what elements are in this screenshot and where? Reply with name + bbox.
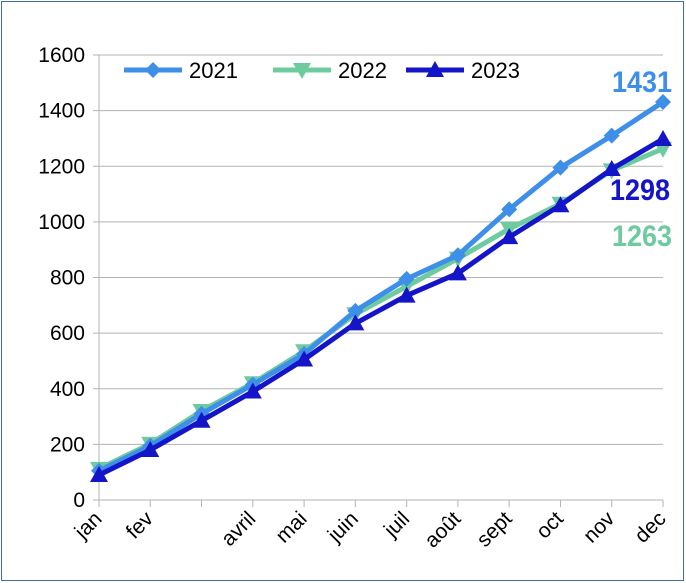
end-label-2023: 1298 — [610, 174, 670, 207]
x-tick-label-dec: dec — [630, 507, 670, 547]
x-tick-labels: jan fev avril mai juin juil août sept oct nov dec — [70, 507, 671, 553]
x-tick-label-mai: mai — [271, 507, 311, 547]
point-2023-3 — [243, 382, 262, 399]
point-2023-0 — [90, 465, 108, 482]
series-line-2021 — [97, 99, 665, 474]
end-labels: 1431 1298 1263 — [610, 66, 672, 253]
end-label-2022: 1263 — [612, 220, 672, 253]
y-tick-label-600: 600 — [50, 322, 85, 345]
legend-marker-2023 — [426, 61, 444, 77]
point-2021-9 — [552, 159, 569, 176]
x-tick-label-juil: juil — [379, 507, 414, 542]
y-tick-label-200: 200 — [50, 433, 85, 456]
y-tick-labels: 0 200 400 600 800 1000 1200 1400 1600 — [38, 44, 85, 512]
x-tick-label-juin: juin — [323, 507, 363, 547]
series-2021 — [91, 94, 671, 479]
x-tick-label-nov: nov — [579, 507, 620, 548]
legend-item-2023: 2023 — [406, 58, 520, 83]
point-2023-5 — [346, 314, 365, 331]
series-2023 — [90, 129, 672, 482]
grid-lines — [99, 54, 663, 445]
point-2021-7 — [449, 247, 466, 264]
legend-item-2022: 2022 — [273, 58, 387, 83]
x-tick-label-jan: jan — [70, 507, 107, 544]
point-2023-8 — [500, 228, 519, 245]
point-2023-11 — [654, 129, 672, 146]
axes — [93, 54, 664, 507]
x-tick-label-fev: fev — [122, 507, 158, 543]
point-2021-5 — [347, 302, 364, 319]
y-tick-label-800: 800 — [50, 267, 85, 290]
point-2021-10 — [603, 127, 620, 144]
legend-label-2023: 2023 — [471, 58, 520, 83]
legend-marker-2022 — [293, 63, 311, 79]
legend-label-2022: 2022 — [338, 58, 387, 83]
legend-item-2021: 2021 — [124, 58, 238, 83]
point-2023-7 — [448, 264, 467, 281]
x-tick-label-sept: sept — [472, 507, 516, 551]
point-2021-8 — [501, 201, 518, 218]
point-2023-10 — [602, 160, 621, 177]
point-2023-4 — [295, 350, 314, 367]
point-2021-6 — [398, 270, 415, 287]
y-tick-label-0: 0 — [73, 489, 85, 512]
y-tick-label-1200: 1200 — [38, 155, 85, 178]
y-tick-label-1600: 1600 — [38, 44, 85, 67]
point-2023-9 — [551, 196, 570, 213]
x-tick-label-août: août — [420, 507, 465, 552]
y-tick-label-400: 400 — [50, 378, 85, 401]
end-label-2021: 1431 — [612, 66, 672, 99]
y-tick-label-1000: 1000 — [38, 211, 85, 234]
point-2023-1 — [141, 440, 160, 457]
point-2021-11 — [655, 94, 671, 111]
legend-label-2021: 2021 — [189, 58, 238, 83]
legend-marker-2021 — [145, 62, 161, 78]
point-2023-6 — [397, 286, 416, 303]
point-2023-2 — [192, 411, 211, 428]
series-line-2023 — [97, 136, 665, 478]
x-tick-label-avril: avril — [217, 507, 260, 550]
x-tick-label-oct: oct — [532, 507, 568, 543]
y-tick-label-1400: 1400 — [38, 100, 85, 123]
series-layer — [90, 94, 672, 482]
legend: 2021 2022 2023 — [124, 58, 520, 83]
